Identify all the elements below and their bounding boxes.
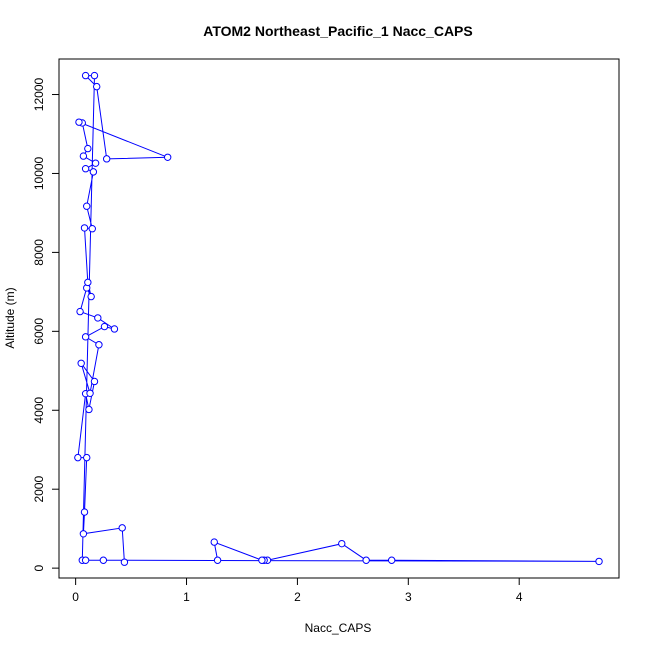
chart-title: ATOM2 Northeast_Pacific_1 Nacc_CAPS <box>203 23 472 39</box>
data-point <box>90 71 99 80</box>
data-point <box>213 556 222 564</box>
data-point <box>84 144 92 153</box>
data-point <box>91 159 100 167</box>
data-point <box>93 82 101 91</box>
data-point <box>118 524 126 532</box>
data-point <box>258 556 266 564</box>
data-point <box>595 557 603 566</box>
data-point <box>163 153 172 161</box>
x-tick-label: 2 <box>294 590 301 604</box>
x-axis: 0 1 2 3 4 <box>72 577 523 604</box>
data-point <box>81 71 90 80</box>
data-point <box>75 118 83 126</box>
data-point <box>79 152 88 160</box>
x-tick-label: 4 <box>516 590 523 604</box>
data-point <box>100 322 109 331</box>
x-tick-label: 3 <box>405 590 412 604</box>
data-point <box>120 558 129 566</box>
data-point <box>102 155 111 163</box>
data-point <box>87 292 95 301</box>
data-point <box>80 508 89 516</box>
y-axis-label: Altitude (m) <box>3 287 17 348</box>
x-tick-label: 1 <box>183 590 190 604</box>
data-point <box>80 224 89 232</box>
data-point <box>88 225 96 233</box>
data-point <box>81 333 90 341</box>
data-point <box>210 538 218 546</box>
data-point <box>81 165 90 173</box>
y-tick-label: 6000 <box>32 318 46 345</box>
y-tick-label: 12000 <box>32 78 46 112</box>
x-axis-label: Nacc_CAPS <box>305 621 372 635</box>
y-tick-label: 2000 <box>32 476 46 503</box>
data-point <box>79 530 88 538</box>
data-point <box>110 325 119 333</box>
data-point <box>387 556 396 564</box>
x-tick-label: 0 <box>72 590 79 604</box>
y-tick-label: 0 <box>32 564 46 571</box>
y-tick-label: 8000 <box>32 239 46 266</box>
data-point <box>85 405 93 414</box>
y-tick-label: 4000 <box>32 397 46 424</box>
y-tick-label: 10000 <box>32 156 46 190</box>
data-point <box>99 556 108 564</box>
data-point <box>83 202 91 210</box>
data-point <box>76 307 84 316</box>
data-point <box>362 556 370 564</box>
data-point <box>94 314 102 322</box>
data-point <box>89 168 98 176</box>
data-point <box>81 556 90 564</box>
y-axis: 0 2000 4000 6000 8000 10000 12000 <box>32 78 60 571</box>
data-point <box>77 359 85 367</box>
data-point <box>338 539 346 548</box>
data-point <box>84 278 92 287</box>
data-point <box>74 453 82 462</box>
data-point <box>95 341 103 349</box>
data-point <box>83 453 91 462</box>
data-point <box>90 377 99 386</box>
data-point <box>86 389 94 397</box>
